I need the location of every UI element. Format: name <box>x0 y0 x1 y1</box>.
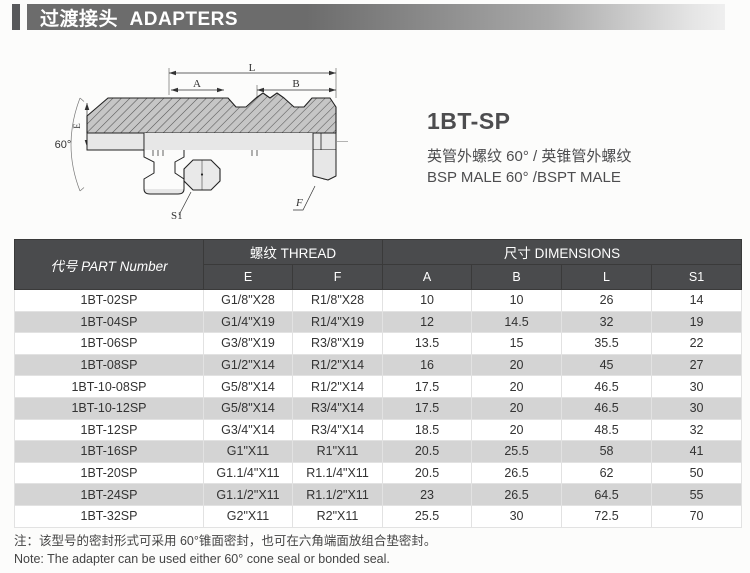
svg-text:L: L <box>249 62 256 74</box>
svg-text:E: E <box>72 123 82 129</box>
svg-text:60°: 60° <box>55 139 72 151</box>
svg-text:F: F <box>295 197 303 209</box>
svg-text:B: B <box>292 78 299 90</box>
svg-text:A: A <box>193 78 201 90</box>
